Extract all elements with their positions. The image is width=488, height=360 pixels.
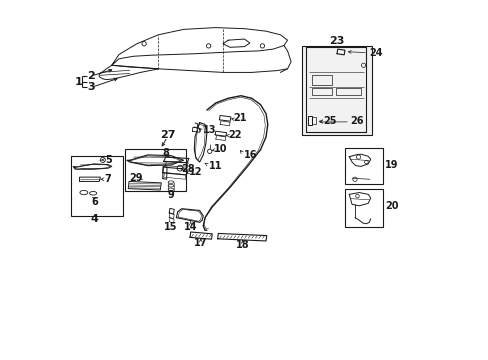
- Text: 9: 9: [167, 190, 174, 200]
- Text: 11: 11: [208, 161, 222, 171]
- Text: 3: 3: [87, 82, 95, 93]
- Text: 14: 14: [183, 222, 197, 231]
- Text: 21: 21: [233, 113, 246, 123]
- Text: 15: 15: [163, 222, 177, 232]
- Text: 29: 29: [129, 173, 143, 183]
- Text: 18: 18: [235, 240, 249, 250]
- Text: 19: 19: [385, 160, 398, 170]
- Text: 5: 5: [105, 155, 112, 165]
- Bar: [311, 117, 316, 124]
- Bar: [301, 45, 371, 135]
- Text: 28: 28: [181, 164, 194, 174]
- Text: 27: 27: [159, 130, 175, 140]
- Bar: [308, 116, 311, 125]
- Text: 22: 22: [228, 130, 242, 140]
- Text: 13: 13: [202, 125, 216, 135]
- Bar: [125, 149, 185, 192]
- Text: 24: 24: [368, 48, 382, 58]
- Text: 8: 8: [162, 148, 169, 158]
- Text: 1: 1: [75, 77, 82, 87]
- Text: 12: 12: [188, 167, 202, 177]
- Text: 6: 6: [91, 197, 98, 207]
- Text: 16: 16: [244, 150, 257, 160]
- Text: 20: 20: [385, 201, 398, 211]
- Bar: [344, 189, 382, 227]
- Text: 2: 2: [87, 71, 95, 81]
- Bar: [311, 88, 331, 95]
- Bar: [344, 148, 382, 184]
- Text: 26: 26: [350, 116, 364, 126]
- Bar: [70, 156, 122, 216]
- Text: 7: 7: [104, 174, 111, 184]
- Text: 10: 10: [214, 144, 227, 154]
- Bar: [335, 88, 360, 95]
- Text: 23: 23: [328, 36, 344, 46]
- Bar: [311, 75, 331, 85]
- Text: 25: 25: [323, 116, 336, 126]
- Text: 17: 17: [194, 238, 207, 248]
- Text: 4: 4: [90, 215, 99, 224]
